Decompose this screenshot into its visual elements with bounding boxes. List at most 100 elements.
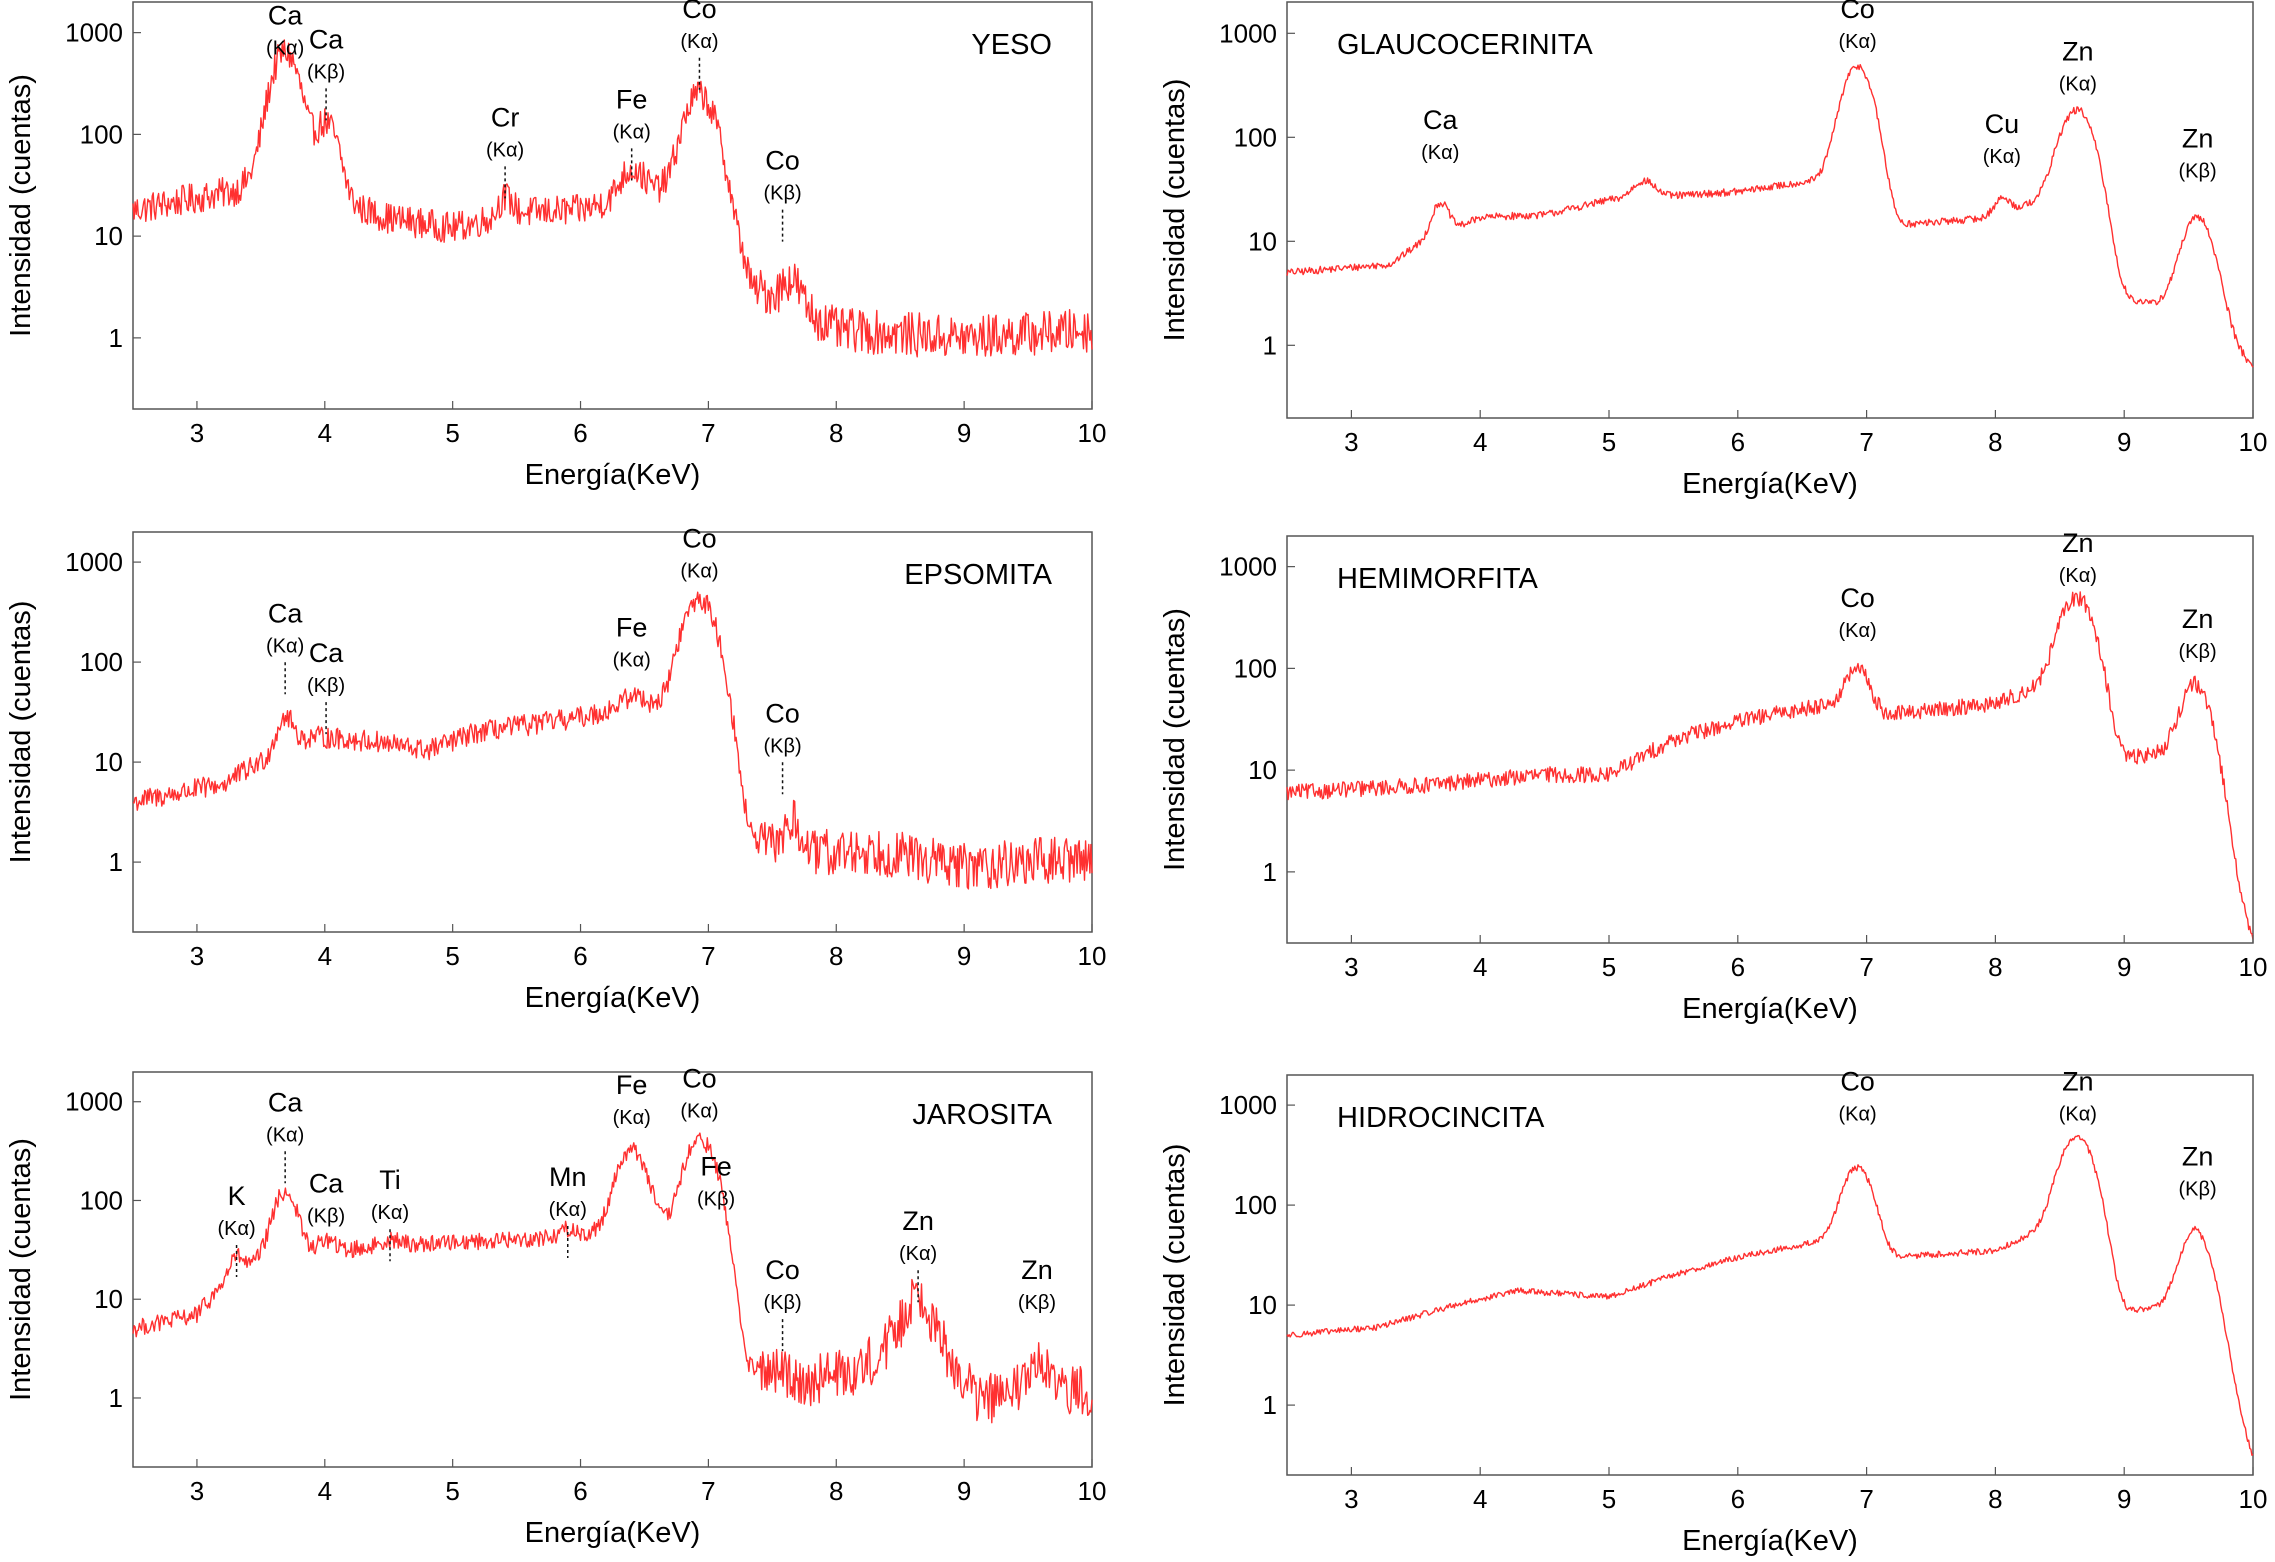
peak-label-element: Zn [2062, 36, 2094, 66]
spectrum-line [1286, 1134, 2254, 1456]
y-axis-label: Intensidad (cuentas) [1159, 608, 1191, 871]
x-tick-label: 9 [957, 941, 971, 971]
y-tick-label: 1000 [1219, 18, 1277, 48]
y-axis-label: Intensidad (cuentas) [1159, 79, 1191, 342]
peak-label-line: (Kα) [613, 650, 651, 672]
peak-label-element: Zn [1021, 1255, 1053, 1285]
x-tick-label: 10 [2239, 427, 2268, 457]
peak-label-element: Ti [379, 1165, 401, 1195]
x-tick-label: 5 [1602, 952, 1616, 982]
y-axis-label: Intensidad (cuentas) [5, 1138, 37, 1401]
x-tick-label: 8 [829, 1476, 843, 1506]
plot-frame [1286, 535, 2254, 944]
x-tick-label: 7 [1859, 952, 1873, 982]
spectrum-line [1286, 63, 2254, 368]
peak-label-element: Cu [1985, 109, 2020, 139]
peak-label-line: (Kβ) [763, 183, 801, 205]
x-tick-label: 3 [190, 418, 204, 448]
y-tick-label: 10 [94, 747, 123, 777]
y-tick-label: 100 [1234, 653, 1277, 683]
peak-label-line: (Kα) [1983, 146, 2021, 168]
mineral-title: JAROSITA [912, 1099, 1052, 1131]
peak-label-line: (Kα) [266, 635, 304, 657]
peak-label-element: Co [765, 146, 800, 176]
peak-label-line: (Kα) [680, 1100, 718, 1122]
peak-label-element: Co [1840, 1066, 1875, 1096]
y-axis-label: Intensidad (cuentas) [5, 601, 37, 864]
y-tick-label: 1000 [65, 18, 123, 48]
peak-label-line: (Kα) [371, 1202, 409, 1224]
y-tick-label: 1000 [65, 1087, 123, 1117]
x-tick-label: 7 [1859, 1484, 1873, 1514]
x-tick-label: 8 [1988, 1484, 2002, 1514]
peak-label-line: (Kβ) [1018, 1292, 1056, 1314]
y-tick-label: 1 [1263, 1390, 1277, 1420]
mineral-title: HIDROCINCITA [1337, 1102, 1545, 1134]
peak-label-element: K [228, 1181, 246, 1211]
peak-label-element: Ca [268, 1087, 303, 1117]
x-tick-label: 3 [190, 1476, 204, 1506]
peak-label-element: Fe [700, 1151, 732, 1181]
peak-label-element: Zn [902, 1206, 934, 1236]
x-axis-label: Energía(KeV) [525, 459, 701, 491]
y-tick-label: 100 [1234, 1190, 1277, 1220]
peak-label-element: Co [1840, 0, 1875, 24]
x-tick-label: 3 [190, 941, 204, 971]
spectrum-panel: 3 4 5 6 7 8 9 10 1 10 100 1000 Energía(KeV) Intensida… [1159, 528, 2267, 1025]
peak-label-line: (Kβ) [2179, 641, 2217, 663]
peak-label-line: (Kα) [1838, 1103, 1876, 1125]
peak-label-element: Fe [616, 1070, 648, 1100]
peak-label-line: (Kβ) [763, 735, 801, 757]
peak-label-element: Zn [2182, 604, 2214, 634]
x-axis-label: Energía(KeV) [525, 982, 701, 1014]
x-tick-label: 6 [1731, 952, 1745, 982]
peak-label-line: (Kα) [2059, 565, 2097, 587]
spectrum-line [132, 591, 1093, 890]
peak-label-element: Co [1840, 583, 1875, 613]
x-tick-label: 4 [318, 941, 332, 971]
y-tick-label: 1000 [1219, 1090, 1277, 1120]
peak-label-element: Fe [616, 84, 648, 114]
y-tick-label: 1 [109, 323, 123, 353]
peak-label-element: Zn [2062, 1066, 2094, 1096]
peak-label-element: Ca [309, 1169, 344, 1199]
peak-label-element: Cr [491, 102, 520, 132]
plot-frame [132, 531, 1093, 933]
y-tick-label: 10 [1248, 226, 1277, 256]
peak-label-line: (Kα) [899, 1243, 937, 1265]
x-tick-label: 6 [573, 1476, 587, 1506]
x-tick-label: 7 [701, 941, 715, 971]
peak-label-line: (Kβ) [763, 1292, 801, 1314]
x-tick-label: 3 [1344, 952, 1358, 982]
x-tick-label: 4 [1473, 952, 1487, 982]
x-tick-label: 5 [445, 941, 459, 971]
x-tick-label: 5 [445, 418, 459, 448]
y-tick-label: 100 [1234, 122, 1277, 152]
peak-label-line: (Kβ) [697, 1188, 735, 1210]
y-tick-label: 1000 [65, 547, 123, 577]
y-axis-label: Intensidad (cuentas) [5, 74, 37, 337]
y-tick-label: 1000 [1219, 552, 1277, 582]
peak-label-line: (Kα) [613, 1107, 651, 1129]
x-tick-label: 10 [2239, 1484, 2268, 1514]
x-tick-label: 6 [573, 941, 587, 971]
peak-label-element: Zn [2182, 123, 2214, 153]
peak-label-line: (Kα) [1838, 620, 1876, 642]
peak-label-element: Fe [616, 613, 648, 643]
spectrum-panel: 3 4 5 6 7 8 9 10 1 10 100 1000 Energía(KeV) Intensida… [1159, 0, 2267, 500]
peak-label-element: Zn [2062, 528, 2094, 558]
peak-label-line: (Kα) [486, 139, 524, 161]
peak-label-element: Zn [2182, 1141, 2214, 1171]
y-tick-label: 10 [1248, 1290, 1277, 1320]
x-tick-label: 7 [701, 418, 715, 448]
x-tick-label: 4 [318, 1476, 332, 1506]
x-tick-label: 10 [1078, 941, 1107, 971]
peak-label-line: (Kα) [2059, 1103, 2097, 1125]
spectrum-panel: 3 4 5 6 7 8 9 10 1 10 100 1000 Energía(KeV) Intensida… [1159, 1066, 2267, 1557]
x-tick-label: 3 [1344, 1484, 1358, 1514]
x-tick-label: 6 [1731, 427, 1745, 457]
x-tick-label: 4 [1473, 1484, 1487, 1514]
peak-label-element: Co [682, 0, 717, 24]
x-tick-label: 9 [957, 418, 971, 448]
